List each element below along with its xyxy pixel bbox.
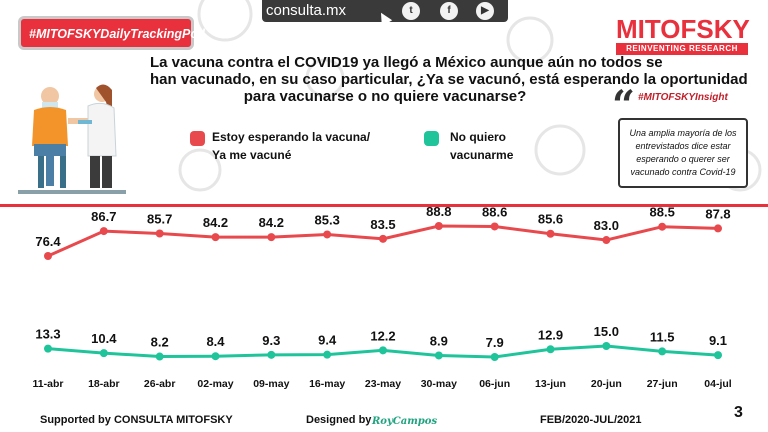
data-label-1-8: 7.9 xyxy=(486,335,504,350)
data-label-1-4: 9.3 xyxy=(262,333,280,348)
data-point-0-11 xyxy=(658,222,667,231)
brand-tagline: REINVENTING RESEARCH xyxy=(616,43,748,55)
data-label-0-6: 83.5 xyxy=(370,217,395,232)
data-label-0-5: 85.3 xyxy=(315,212,340,227)
data-label-1-2: 8.2 xyxy=(151,335,169,350)
data-point-1-10 xyxy=(602,342,611,350)
data-point-1-9 xyxy=(546,345,555,354)
data-point-1-12 xyxy=(714,351,722,360)
data-point-0-8 xyxy=(490,222,499,231)
data-label-1-5: 9.4 xyxy=(318,333,337,348)
hashtag-badge: #MITOFSKYDailyTrackingPoll xyxy=(18,16,205,50)
data-label-0-11: 88.5 xyxy=(650,205,675,220)
legend-label-waiting-line-1: Estoy esperando la vacuna/ xyxy=(212,130,371,144)
data-point-0-7 xyxy=(434,222,443,230)
data-label-1-0: 13.3 xyxy=(35,327,60,342)
data-label-0-4: 84.2 xyxy=(259,215,284,230)
data-label-0-10: 83.0 xyxy=(594,218,619,233)
data-point-0-2 xyxy=(155,229,164,238)
data-point-1-5 xyxy=(323,350,332,359)
twitter-icon[interactable]: t xyxy=(402,2,420,20)
legend-label-waiting-line-2: Ya me vacuné xyxy=(212,148,292,162)
data-point-0-5 xyxy=(323,230,332,239)
question-line-3: para vacunarse o no quiere vacunarse? xyxy=(243,88,527,105)
data-point-0-6 xyxy=(379,234,387,243)
x-tick-label-8: 06-jun xyxy=(479,378,510,390)
x-tick-label-12: 04-jul xyxy=(704,378,732,390)
x-tick-label-7: 30-may xyxy=(421,378,457,390)
x-tick-label-3: 02-may xyxy=(197,378,233,390)
legend-label-waiting: Estoy esperando la vacuna/ Ya me vacuné xyxy=(212,128,382,164)
data-label-0-2: 85.7 xyxy=(147,212,172,227)
data-label-1-10: 15.0 xyxy=(594,324,619,339)
data-label-1-1: 10.4 xyxy=(91,331,117,346)
vaccination-illustration-icon xyxy=(18,84,126,194)
data-point-1-0 xyxy=(44,344,52,353)
x-tick-label-1: 18-abr xyxy=(88,378,120,390)
site-url[interactable]: consulta.mx xyxy=(266,2,347,19)
data-label-0-8: 88.6 xyxy=(482,204,507,219)
x-tick-label-0: 11-abr xyxy=(33,378,64,390)
data-point-1-8 xyxy=(490,353,499,361)
question-line-2: han vacunado, en su caso particular, ¿Ya… xyxy=(150,71,748,88)
data-label-0-1: 86.7 xyxy=(91,209,116,224)
divider-line xyxy=(0,204,768,207)
legend-label-refuse: No quiero vacunarme xyxy=(450,128,550,164)
data-point-0-3 xyxy=(211,233,220,242)
x-tick-label-6: 23-may xyxy=(365,378,401,390)
data-point-1-7 xyxy=(434,351,443,360)
data-label-1-3: 8.4 xyxy=(206,334,225,349)
brand-logo: MITOFSKY xyxy=(616,14,750,44)
hashtag-text: #MITOFSKYDailyTrackingPoll xyxy=(29,27,205,41)
footer-period: FEB/2020-JUL/2021 xyxy=(540,414,642,426)
data-label-0-3: 84.2 xyxy=(203,215,228,230)
data-label-0-9: 85.6 xyxy=(538,212,563,227)
x-tick-label-9: 13-jun xyxy=(535,378,566,390)
data-label-1-6: 12.2 xyxy=(370,328,395,343)
data-point-0-4 xyxy=(267,233,276,242)
facebook-icon[interactable]: f xyxy=(440,2,458,20)
data-label-1-12: 9.1 xyxy=(709,333,727,348)
insight-tag: #MITOFSKYInsight xyxy=(638,92,728,103)
question-line-1: La vacuna contra el COVID19 ya llegó a M… xyxy=(150,54,663,71)
data-label-1-9: 12.9 xyxy=(538,327,563,342)
data-point-1-6 xyxy=(379,346,387,355)
legend-label-refuse-line-1: No quiero xyxy=(450,130,506,144)
data-point-0-1 xyxy=(99,227,108,236)
data-label-0-12: 87.8 xyxy=(705,206,730,221)
data-point-0-12 xyxy=(714,224,722,233)
page-number: 3 xyxy=(734,404,743,421)
x-tick-label-2: 26-abr xyxy=(144,378,176,390)
data-point-1-3 xyxy=(211,352,220,361)
data-label-1-11: 11.5 xyxy=(650,329,675,344)
footer-supported: Supported by CONSULTA MITOFSKY xyxy=(40,414,233,426)
legend-swatch-refuse xyxy=(424,131,439,146)
x-tick-label-4: 09-may xyxy=(253,378,289,390)
data-label-1-7: 8.9 xyxy=(430,333,448,348)
insight-box: Una amplia mayoría de los entrevistados … xyxy=(618,118,748,188)
data-point-1-2 xyxy=(155,352,164,361)
legend-swatch-waiting xyxy=(190,131,205,146)
data-point-0-9 xyxy=(546,229,555,238)
data-point-0-0 xyxy=(44,252,52,260)
footer-designed: Designed by xyxy=(306,414,372,426)
x-tick-label-10: 20-jun xyxy=(591,378,622,390)
data-label-0-7: 88.8 xyxy=(426,204,451,219)
data-point-1-11 xyxy=(658,347,667,356)
data-point-1-4 xyxy=(267,350,276,359)
legend-label-refuse-line-2: vacunarme xyxy=(450,148,514,162)
survey-question: La vacuna contra el COVID19 ya llegó a M… xyxy=(150,54,748,105)
x-tick-label-11: 27-jun xyxy=(647,378,678,390)
data-point-1-1 xyxy=(99,349,108,358)
x-tick-label-5: 16-may xyxy=(309,378,345,390)
data-label-0-0: 76.4 xyxy=(35,234,61,249)
youtube-icon[interactable]: ▶ xyxy=(476,2,494,20)
data-point-0-10 xyxy=(602,236,611,245)
quote-icon: “ xyxy=(612,82,636,129)
footer-designer: RoyCampos xyxy=(372,416,438,427)
